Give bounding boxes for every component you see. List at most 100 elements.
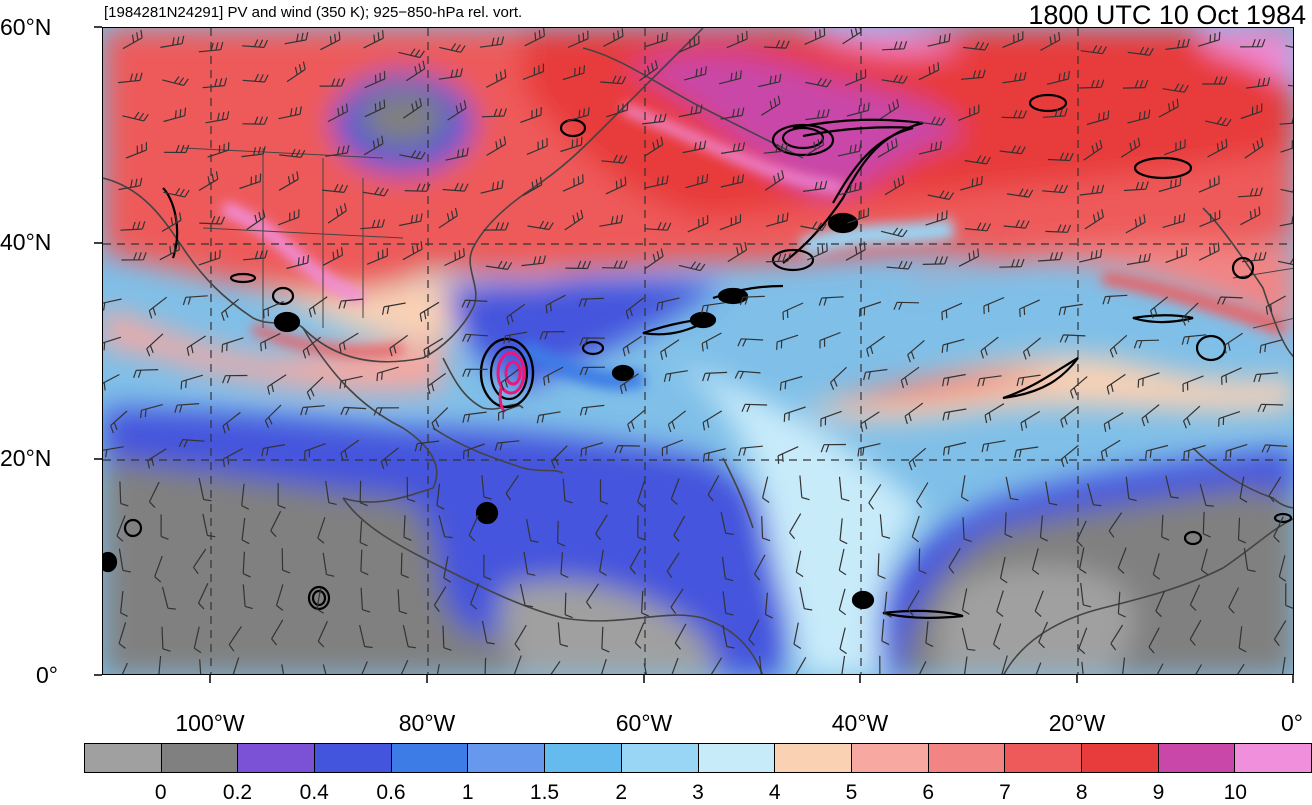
- wind-barb: [1003, 219, 1030, 229]
- wind-barb: [523, 551, 536, 576]
- wind-barb: [578, 297, 604, 307]
- wind-barb: [373, 407, 400, 416]
- wind-barb: [799, 475, 810, 501]
- wind-barb: [1039, 515, 1048, 542]
- wind-barb: [958, 248, 980, 267]
- wind-barb: [805, 77, 832, 88]
- wind-barb: [1123, 181, 1149, 192]
- colorbar-swatch: [391, 744, 469, 772]
- wind-barb: [1002, 31, 1024, 48]
- wind-barb: [159, 241, 180, 261]
- wind-barb: [178, 439, 205, 448]
- wind-barb: [364, 70, 386, 89]
- wind-barb: [603, 28, 624, 47]
- wind-barb: [146, 333, 164, 357]
- wind-barb: [118, 622, 127, 649]
- wind-barb: [359, 480, 368, 507]
- wind-barb: [842, 28, 862, 45]
- wind-barb: [322, 664, 327, 674]
- wind-barb: [161, 586, 176, 610]
- wind-barb: [1120, 137, 1141, 158]
- wind-barb: [360, 549, 369, 576]
- wind-barb: [606, 102, 629, 118]
- wind-barbs: [103, 28, 1293, 674]
- wind-barb: [1022, 337, 1041, 360]
- wind-barb: [551, 445, 568, 469]
- colorbar-swatch: [85, 744, 162, 772]
- wind-barb: [737, 338, 764, 347]
- wind-barb: [564, 209, 584, 231]
- wind-barb: [977, 375, 1002, 387]
- wind-barb: [1079, 547, 1087, 574]
- wind-barb: [837, 143, 862, 157]
- wind-barb: [162, 76, 189, 86]
- wind-barb: [327, 202, 347, 224]
- wind-barb: [1244, 137, 1264, 159]
- wind-barb: [445, 147, 469, 161]
- wind-barb: [325, 144, 350, 157]
- wind-barb: [879, 514, 891, 539]
- pv-field-map: [103, 28, 1293, 674]
- wind-barb: [103, 446, 125, 458]
- wind-barb: [701, 332, 722, 352]
- wind-barb: [1125, 214, 1146, 234]
- wind-barb: [399, 213, 423, 227]
- wind-barb: [884, 175, 905, 196]
- wind-barb: [1189, 584, 1201, 611]
- colorbar-tick-label: 6: [922, 781, 935, 804]
- wind-barb: [325, 480, 337, 505]
- wind-barb: [838, 476, 850, 502]
- wind-barb: [322, 552, 335, 577]
- wind-barb: [246, 209, 266, 230]
- lon-label-60w: 60°W: [615, 710, 673, 736]
- wind-barb: [764, 170, 785, 191]
- wind-barb: [1002, 71, 1027, 84]
- colorbar-tick-label: 7: [999, 781, 1011, 804]
- wind-barb: [480, 180, 504, 194]
- wind-barb: [363, 135, 384, 156]
- wind-barb: [1117, 547, 1127, 574]
- wind-barb: [641, 590, 650, 617]
- colorbar-swatch: [315, 744, 392, 772]
- wind-barb: [364, 99, 386, 118]
- wind-barb: [1240, 103, 1263, 120]
- wind-barb: [748, 619, 760, 646]
- lat-label-20n: 20°N: [0, 445, 52, 471]
- wind-barb: [907, 589, 920, 616]
- colorbar-swatch: [928, 744, 1006, 772]
- wind-barb: [893, 301, 920, 311]
- wind-barb: [960, 475, 969, 502]
- wind-barb: [121, 662, 128, 674]
- wind-barb: [404, 183, 431, 192]
- wind-barb: [753, 554, 766, 581]
- wind-barb: [1198, 31, 1221, 47]
- wind-barb: [1102, 294, 1128, 305]
- wind-barb: [760, 95, 781, 116]
- wind-barb: [1259, 339, 1283, 354]
- wind-barb: [1141, 404, 1160, 427]
- wind-barb: [599, 549, 607, 576]
- wind-barb: [522, 176, 543, 197]
- wind-barb: [663, 370, 688, 383]
- wind-barb: [359, 520, 368, 547]
- wind-barb: [567, 30, 589, 49]
- wind-barb: [881, 74, 908, 84]
- wind-barb: [221, 298, 240, 321]
- wind-barb: [148, 481, 160, 509]
- wind-barb: [1016, 374, 1041, 387]
- wind-barb: [1079, 248, 1103, 263]
- wind-barb: [678, 35, 700, 53]
- wind-barb: [1280, 188, 1293, 193]
- wind-barb: [980, 336, 999, 359]
- wind-barb: [962, 41, 990, 51]
- wind-barb: [198, 477, 212, 502]
- wind-barb: [838, 181, 862, 196]
- wind-barb: [402, 624, 417, 649]
- colorbar-swatch: [238, 744, 316, 772]
- wind-barb: [879, 655, 881, 674]
- wind-barb: [1223, 332, 1243, 354]
- wind-barb: [205, 111, 230, 124]
- wind-barb: [1127, 46, 1154, 56]
- wind-barb: [1237, 187, 1263, 198]
- wind-barb: [1200, 548, 1209, 576]
